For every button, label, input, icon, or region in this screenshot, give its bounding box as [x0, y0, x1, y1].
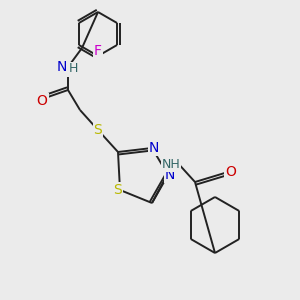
Text: O: O	[226, 165, 236, 179]
Text: N: N	[165, 168, 175, 182]
Text: N: N	[57, 60, 67, 74]
Text: N: N	[149, 141, 159, 155]
Text: NH: NH	[162, 158, 180, 170]
Text: H: H	[68, 62, 78, 76]
Text: O: O	[37, 94, 47, 108]
Text: S: S	[114, 183, 122, 197]
Text: S: S	[94, 123, 102, 137]
Text: F: F	[94, 44, 102, 58]
